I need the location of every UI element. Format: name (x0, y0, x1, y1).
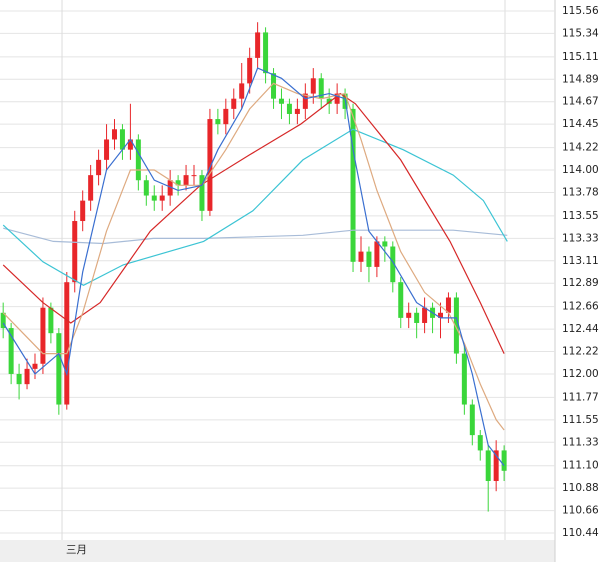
candle-body (422, 307, 428, 323)
y-tick-label: 114.22 (562, 142, 599, 154)
candle-body (358, 251, 364, 262)
y-tick-label: 112.89 (562, 277, 599, 289)
candle-body (374, 241, 380, 267)
y-tick-label: 110.88 (562, 482, 599, 494)
y-tick-label: 114.89 (562, 73, 599, 85)
candle-body (493, 450, 499, 482)
moving-average-line (2, 67, 505, 467)
candle-body (135, 139, 141, 181)
candle-body (477, 435, 483, 451)
candle-body (263, 32, 269, 74)
candle-body (8, 328, 14, 374)
candle-body (143, 180, 149, 196)
candle-body (0, 312, 6, 329)
y-tick-label: 112.22 (562, 346, 599, 358)
candle-body (255, 32, 261, 58)
candle-body (326, 98, 332, 104)
y-tick-label: 111.77 (562, 391, 599, 403)
candle-body (247, 57, 253, 84)
y-tick-label: 114.00 (562, 164, 599, 176)
moving-average-line (3, 227, 508, 245)
y-tick-label: 111.55 (562, 414, 599, 426)
candle-body (286, 103, 292, 114)
y-tick-label: 112.00 (562, 368, 599, 380)
grid (0, 0, 555, 540)
candle-body (127, 139, 133, 150)
y-tick-label: 113.33 (562, 232, 599, 244)
candle-body (485, 450, 491, 482)
candle-body (501, 450, 507, 471)
candle-body (96, 159, 102, 176)
candle-body (16, 373, 22, 385)
candle-body (32, 363, 38, 369)
candle-body (445, 297, 451, 313)
y-tick-label: 113.78 (562, 186, 599, 198)
y-tick-label: 110.44 (562, 527, 599, 539)
candle-body (382, 241, 388, 247)
candle-body (278, 98, 284, 104)
y-tick-label: 112.66 (562, 301, 599, 313)
y-tick-label: 111.33 (562, 436, 599, 448)
candle-body (302, 93, 308, 109)
x-axis-band (0, 540, 555, 562)
candle-body (175, 180, 181, 186)
candle-body (199, 175, 205, 211)
candle-body (104, 139, 110, 160)
candle-body (111, 129, 117, 140)
y-tick-label: 114.45 (562, 118, 599, 130)
moving-average-line (2, 128, 508, 286)
candle-body (207, 119, 213, 211)
candle-body (461, 353, 467, 405)
candle-body (318, 78, 324, 99)
candle-body (64, 282, 70, 405)
candle-body (239, 83, 245, 99)
y-tick-label: 110.66 (562, 505, 599, 517)
candle-body (231, 98, 237, 109)
candle-body (159, 195, 165, 201)
y-tick-label: 115.34 (562, 27, 599, 39)
candle-body (40, 307, 46, 364)
candle-body (453, 297, 459, 354)
candle-body (310, 78, 316, 94)
y-tick-label: 115.56 (562, 5, 599, 17)
candle-body (406, 312, 412, 318)
candle-body (438, 312, 444, 318)
candle-body (191, 175, 197, 177)
candle-body (151, 195, 157, 201)
candles (0, 22, 507, 512)
y-tick-label: 112.44 (562, 323, 599, 335)
candle-body (223, 108, 229, 125)
candle-body (56, 333, 62, 405)
candle-body (88, 175, 94, 201)
candle-body (271, 73, 277, 99)
candle-body (390, 246, 396, 283)
y-tick-label: 111.10 (562, 460, 599, 472)
y-tick-label: 114.67 (562, 96, 599, 108)
candle-body (398, 282, 404, 318)
moving-average-line (2, 82, 505, 431)
moving-average-line (2, 92, 505, 354)
candle-body (24, 368, 30, 385)
candle-body (414, 312, 420, 323)
y-tick-label: 113.11 (562, 255, 599, 267)
candle-body (80, 200, 86, 222)
candle-body (469, 404, 475, 436)
candle-body (294, 108, 300, 114)
candle-body (215, 119, 221, 125)
candle-body (183, 175, 189, 186)
candle-body (334, 93, 340, 104)
candle-body (119, 129, 125, 150)
candle-body (48, 307, 54, 334)
candle-body (350, 108, 356, 262)
y-tick-label: 115.11 (562, 51, 599, 63)
candle-body (72, 221, 78, 283)
candle-body (167, 180, 173, 196)
candle-body (366, 251, 372, 267)
y-tick-label: 113.55 (562, 210, 599, 222)
x-tick-label: 三月 (66, 544, 87, 556)
